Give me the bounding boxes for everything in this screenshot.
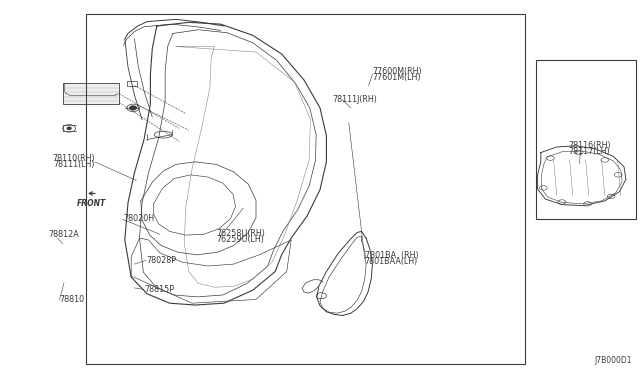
Text: 78116(RH): 78116(RH) [568, 141, 611, 150]
Text: 77600M(RH): 77600M(RH) [372, 67, 422, 76]
Text: 7801BAA(LH): 7801BAA(LH) [365, 257, 418, 266]
Text: 78028P: 78028P [146, 256, 176, 265]
Text: 78812A: 78812A [48, 230, 79, 239]
FancyBboxPatch shape [63, 83, 119, 104]
Text: J7B000D1: J7B000D1 [595, 356, 632, 365]
Text: 78117(LH): 78117(LH) [568, 147, 610, 155]
Text: 7801BA  (RH): 7801BA (RH) [365, 251, 419, 260]
Text: 78815P: 78815P [144, 285, 174, 294]
Circle shape [67, 127, 71, 129]
Bar [127, 81, 137, 86]
Circle shape [130, 106, 136, 110]
Text: 78111(LH): 78111(LH) [53, 160, 95, 169]
Text: FRONT: FRONT [77, 199, 106, 208]
Text: 78020H: 78020H [123, 214, 154, 223]
Bar [86, 14, 525, 364]
Text: 78110(RH): 78110(RH) [52, 154, 95, 163]
Text: 76259U(LH): 76259U(LH) [216, 235, 264, 244]
Bar [536, 60, 636, 219]
Text: 78111J(RH): 78111J(RH) [333, 95, 378, 104]
Ellipse shape [154, 131, 172, 138]
Text: 76258U(RH): 76258U(RH) [216, 229, 265, 238]
Text: 78810: 78810 [60, 295, 84, 304]
Text: 77601M(LH): 77601M(LH) [372, 73, 421, 82]
